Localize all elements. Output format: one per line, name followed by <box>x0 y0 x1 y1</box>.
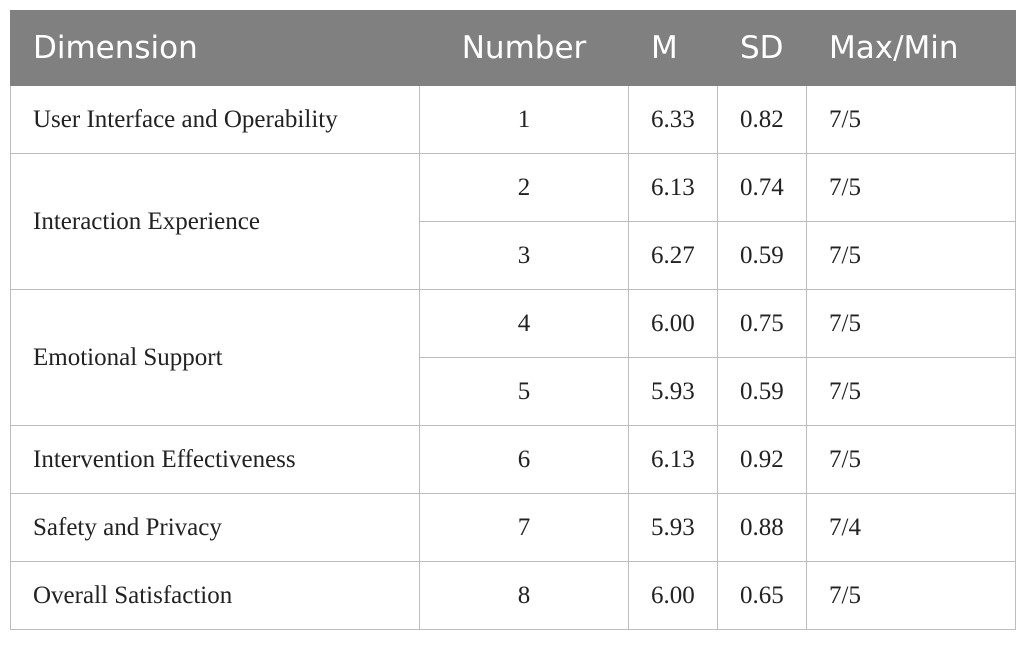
data-cell: 0.74 <box>717 153 807 222</box>
data-cell: 2 <box>419 153 629 222</box>
data-cell: 5.93 <box>628 493 718 562</box>
data-cell: 0.82 <box>717 85 807 154</box>
data-cell: 0.59 <box>717 221 807 290</box>
header-cell: Dimension <box>10 10 420 86</box>
data-cell: 5 <box>419 357 629 426</box>
data-cell: 7 <box>419 493 629 562</box>
dimension-cell: User Interface and Operability <box>10 85 420 154</box>
data-cell: 0.88 <box>717 493 807 562</box>
table-row: 5 5.93 0.59 7/5 <box>11 357 1016 426</box>
header-cell: Max/Min <box>806 10 1016 86</box>
dimension-cell: Interaction Experience <box>10 153 420 290</box>
data-cell: 4 <box>419 289 629 358</box>
data-cell: 7/5 <box>806 221 1016 290</box>
dimension-cell: Safety and Privacy <box>10 493 420 562</box>
data-cell: 7/5 <box>806 561 1016 630</box>
data-cell: 7/5 <box>806 357 1016 426</box>
data-cell: 6.00 <box>628 289 718 358</box>
dimension-cell: Intervention Effectiveness <box>10 425 420 494</box>
data-cell: 5.93 <box>628 357 718 426</box>
dimension-cell: Emotional Support <box>10 289 420 426</box>
table-row: User Interface and Operability 1 6.33 0.82 7… <box>10 85 1016 154</box>
header-row: Dimension Number M SD Max/Min <box>10 10 1016 86</box>
table-wrap: Dimension Number M SD Max/Min User Interface… <box>10 10 1016 630</box>
header-cell: Number <box>419 10 629 86</box>
table-row: Interaction Experience 2 6.13 0.74 7/5 <box>10 153 1016 290</box>
header-cell: SD <box>717 10 807 86</box>
table-row: Safety and Privacy 7 5.93 0.88 7/4 <box>10 493 1016 562</box>
data-cell: 8 <box>419 561 629 630</box>
table-row: Intervention Effectiveness 6 6.13 0.92 7/5 <box>10 425 1016 494</box>
data-cell: 7/5 <box>806 153 1016 222</box>
table-body: User Interface and Operability 1 6.33 0.82 7… <box>10 85 1016 630</box>
data-cell: 6.27 <box>628 221 718 290</box>
data-cell: 6.13 <box>628 425 718 494</box>
data-cell: 0.92 <box>717 425 807 494</box>
data-cell: 6 <box>419 425 629 494</box>
data-cell: 7/4 <box>806 493 1016 562</box>
data-cell: 0.65 <box>717 561 807 630</box>
data-cell: 1 <box>419 85 629 154</box>
data-cell: 6.13 <box>628 153 718 222</box>
data-cell: 0.59 <box>717 357 807 426</box>
dimension-cell: Overall Satisfaction <box>10 561 420 630</box>
data-cell: 7/5 <box>806 425 1016 494</box>
table-row: 3 6.27 0.59 7/5 <box>11 221 1016 290</box>
data-cell: 6.33 <box>628 85 718 154</box>
data-cell: 7/5 <box>806 85 1016 154</box>
data-cell: 7/5 <box>806 289 1016 358</box>
data-cell: 3 <box>419 221 629 290</box>
table-row: Overall Satisfaction 8 6.00 0.65 7/5 <box>10 561 1016 630</box>
data-cell: 0.75 <box>717 289 807 358</box>
table: Dimension Number M SD Max/Min User Interface… <box>10 10 1016 630</box>
header-cell: M <box>628 10 718 86</box>
table-row: Emotional Support 4 6.00 0.75 7/5 <box>10 289 1016 426</box>
data-cell: 6.00 <box>628 561 718 630</box>
